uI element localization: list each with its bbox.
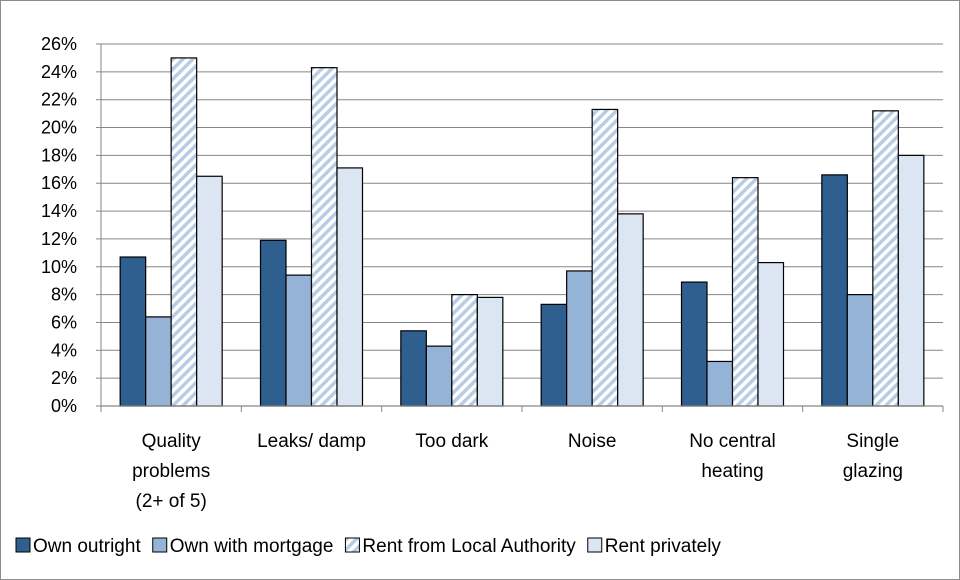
bar-rent-privately (336, 167, 364, 407)
bar-own-with-mortgage (706, 360, 734, 407)
bar-own-outright (680, 281, 708, 407)
legend-swatch (152, 537, 168, 553)
y-tick-label: 12% (41, 229, 77, 249)
bar-rent-from-local-authority (310, 67, 338, 407)
bar-own-with-mortgage (566, 270, 593, 407)
y-tick-label: 4% (51, 340, 77, 360)
y-tick-label: 10% (41, 257, 77, 277)
y-tick-label: 6% (51, 312, 77, 332)
bar-rent-from-local-authority (591, 108, 619, 407)
axes (96, 43, 944, 412)
x-category-label: Too dark (415, 431, 488, 452)
legend: Own outright Own with mortgage Rent from L… (15, 536, 722, 557)
x-category-label: (2+ of 5) (136, 491, 207, 512)
y-tick-label: 24% (41, 62, 77, 82)
y-tick-label: 14% (41, 201, 77, 221)
bars (119, 57, 925, 407)
y-tick-label: 22% (41, 90, 77, 110)
bar-own-outright (119, 256, 147, 407)
y-tick-label: 20% (41, 118, 77, 138)
x-category-label: glazing (843, 461, 903, 482)
x-category-label: problems (132, 461, 210, 482)
y-tick-label: 0% (51, 396, 77, 416)
x-category-label: Single (846, 431, 899, 452)
x-category-label: Quality (142, 431, 202, 452)
y-tick-label: 18% (41, 145, 77, 165)
bar-rent-from-local-authority (451, 294, 478, 407)
bar-own-with-mortgage (425, 345, 453, 407)
legend-swatch (344, 537, 360, 553)
bar-own-outright (540, 303, 568, 407)
bar-rent-privately (757, 261, 785, 407)
legend-swatch (587, 537, 603, 553)
x-category-labels: Quality problems (2+ of 5) Leaks/ damp Too d… (132, 431, 903, 512)
bar-rent-privately (196, 175, 223, 407)
gridlines (101, 43, 943, 379)
bar-rent-from-local-authority (872, 110, 899, 407)
legend-label: Rent privately (605, 536, 722, 557)
bar-own-outright (259, 239, 287, 407)
y-tick-label: 26% (41, 34, 77, 54)
bar-own-with-mortgage (846, 294, 874, 407)
bar-rent-from-local-authority (731, 177, 759, 407)
bar-rent-privately (476, 296, 504, 407)
bar-own-with-mortgage (285, 274, 313, 407)
bar-own-outright (821, 174, 848, 407)
x-category-label: heating (701, 461, 763, 482)
bar-rent-privately (897, 154, 925, 407)
y-tick-labels: 0% 2% 4% 6% 8% 10% 12% 14% 16% 18% 20% 22% 24% 26% (41, 34, 77, 416)
x-category-label: No central (689, 431, 776, 452)
legend-swatch (15, 537, 31, 553)
y-tick-label: 16% (41, 173, 77, 193)
y-tick-label: 2% (51, 368, 77, 388)
legend-label: Own outright (33, 536, 141, 557)
legend-label: Own with mortgage (170, 536, 334, 557)
bar-own-with-mortgage (145, 316, 172, 407)
bar-own-outright (400, 330, 427, 407)
bar-rent-privately (617, 213, 644, 407)
x-category-label: Leaks/ damp (257, 431, 366, 452)
y-tick-label: 8% (51, 285, 77, 305)
legend-label: Rent from Local Authority (362, 536, 576, 557)
bar-rent-from-local-authority (170, 57, 198, 407)
x-category-label: Noise (568, 431, 617, 452)
